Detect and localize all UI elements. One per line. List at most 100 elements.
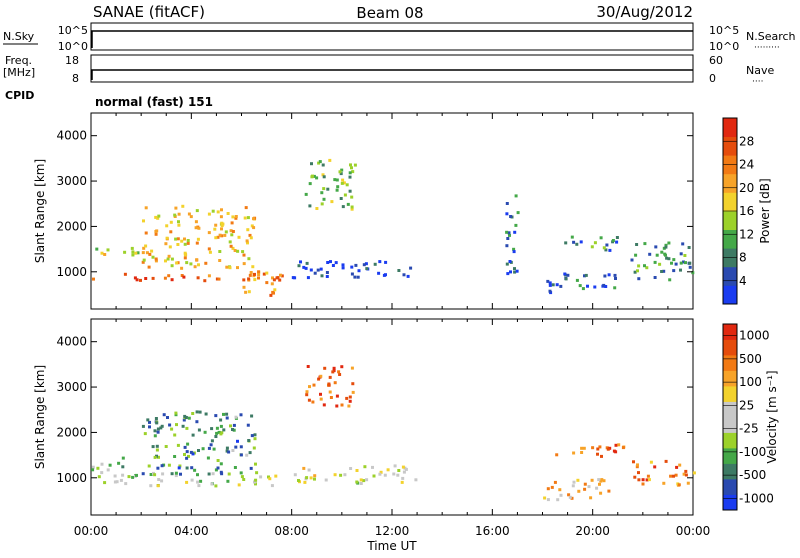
power-scatter-cell [593,241,597,245]
velocity-scatter-cell [168,423,172,427]
power-colorbar-swatch [723,173,737,193]
power-scatter-cell [564,277,568,281]
velocity-scatter-cell [229,424,232,428]
power-scatter-cell [142,246,146,250]
velocity-colorbar-swatch [723,463,737,480]
power-scatter-cell [246,241,249,245]
power-scatter-cell [189,215,193,219]
velocity-scatter-cell [254,462,257,466]
power-scatter-cell [348,189,352,193]
power-scatter-cell [270,282,274,286]
velocity-scatter-cell [183,445,187,449]
power-scatter-cell [144,231,148,235]
power-scatter-cell [679,252,683,256]
velocity-scatter-cell [117,461,121,465]
velocity-colorbar-label: Velocity [m s⁻¹] [765,370,779,463]
power-scatter-cell [151,255,155,259]
power-scatter-cell [615,236,619,239]
power-scatter-cell [513,230,517,234]
power-scatter-cell [305,261,309,265]
power-scatter-cell [211,209,215,213]
velocity-scatter-cell [393,464,397,468]
velocity-scatter-cell [558,488,562,492]
velocity-scatter-group [91,365,696,502]
power-scatter-cell [356,275,360,279]
power-scatter-cell [342,181,346,185]
power-scatter-cell [252,226,256,230]
power-scatter-cell [180,239,184,243]
velocity-scatter-cell [227,450,231,454]
velocity-scatter-cell [323,366,327,370]
date-title: 30/Aug/2012 [596,3,693,21]
power-scatter-cell [248,233,252,237]
velocity-scatter-cell [237,483,241,487]
power-scatter-cell [341,266,345,270]
power-scatter-cell [154,215,158,219]
power-scatter-cell [251,265,255,269]
power-scatter-cell [141,260,145,264]
velocity-scatter-cell [148,420,151,424]
velocity-scatter-cell [197,428,201,432]
power-scatter-cell [516,211,520,215]
power-scatter-cell [679,268,682,272]
velocity-scatter-cell [185,480,189,484]
velocity-scatter-cell [121,456,125,460]
power-scatter-cell [207,231,211,235]
velocity-scatter-cell [96,466,100,470]
power-scatter-cell [658,262,662,266]
velocity-scatter-cell [156,427,160,431]
power-scatter-cell [148,252,152,256]
power-scatter-cell [253,272,256,276]
power-scatter-cell [215,277,219,281]
power-scatter-cell [230,221,234,225]
power-scatter-cell [154,257,158,261]
power-scatter-cell [150,249,154,253]
power-scatter-cell [142,219,145,223]
power-scatter-cell [144,277,148,280]
power-scatter-cell [195,209,199,213]
power-scatter-cell [174,237,178,241]
power-scatter-cell [341,178,345,182]
velocity-scatter-cell [248,451,252,455]
power-scatter-cell [170,278,174,282]
power-scatter-cell [687,246,691,249]
power-colorbar: 4 8 12 16 20 24 28 [722,117,754,305]
power-scatter-cell [233,249,237,252]
velocity-scatter-cell [402,470,406,474]
power-scatter-cell [319,267,323,271]
velocity-scatter-cell [307,398,311,402]
velocity-x-ticks [90,319,694,515]
velocity-scatter-cell [225,412,229,416]
power-scatter-cell [505,202,509,205]
power-scatter-cell [249,271,253,274]
velocity-scatter-cell [267,475,270,479]
power-scatter-cell [304,266,308,270]
power-scatter-cell [291,276,295,280]
velocity-scatter-cell [131,475,135,479]
power-scatter-cell [237,235,241,239]
power-scatter-cell [164,242,168,246]
noise-panel: N.Sky 10^5 10^0 10^5 10^0 N.Search ·····… [3,22,796,53]
power-scatter-cell [341,205,345,209]
velocity-scatter-cell [215,426,219,430]
power-scatter-cell [514,223,518,227]
velocity-scatter-cell [583,482,587,486]
velocity-scatter-cell [97,475,101,479]
power-scatter-cell [373,262,377,266]
power-scatter-cell [509,215,513,218]
freq-right-tick-top: 60 [709,54,723,67]
power-y-tick-label: 3000 [56,174,87,188]
velocity-scatter-cell [386,468,390,472]
velocity-scatter-cell [219,462,223,466]
power-scatter-cell [196,237,200,241]
velocity-scatter-cell [182,418,186,422]
noise-left-tick-bottom: 10^0 [58,40,88,53]
velocity-scatter-cell [587,485,591,489]
power-scatter-cell [315,176,319,180]
velocity-scatter-cell [607,489,611,493]
power-scatter-cell [397,269,401,272]
velocity-colorbar-swatch [723,339,737,356]
velocity-scatter-cell [309,476,313,480]
velocity-scatter-cell [349,467,353,470]
power-scatter-cell [136,251,140,255]
